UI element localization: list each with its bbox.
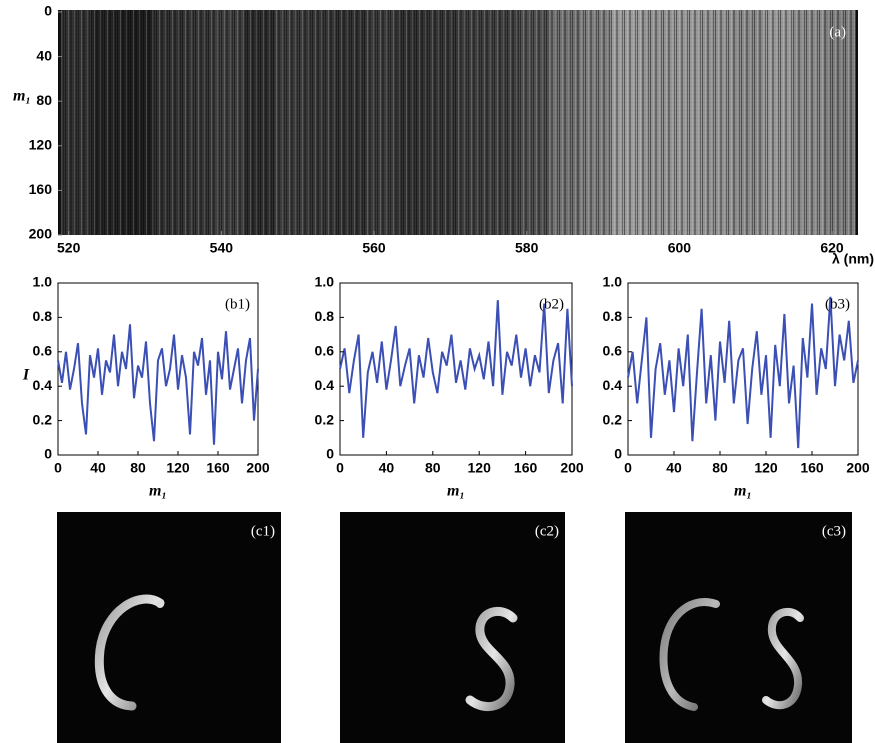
y-tick-label: 1.0	[603, 274, 623, 290]
x-axis-label: m₁	[734, 483, 752, 500]
y-tick-label: 0.4	[603, 377, 623, 393]
x-tick-label: 560	[362, 240, 386, 256]
y-tick-label: 1.0	[33, 274, 53, 290]
panel-label: (c1)	[251, 523, 275, 539]
x-tick-label: 120	[166, 460, 190, 476]
x-tick-label: 580	[515, 240, 539, 256]
y-tick-label: 0.8	[315, 308, 335, 324]
line	[627, 296, 859, 449]
x-tick-label: 120	[468, 460, 492, 476]
x-tick-label: 0	[336, 460, 344, 476]
panel-label: (c2)	[535, 523, 559, 539]
x-tick-label: 0	[54, 460, 62, 476]
y-tick-label: 200	[29, 226, 53, 242]
panel-label: (b3)	[825, 296, 850, 312]
panel-label: (c3)	[822, 523, 846, 539]
panel-label: (b1)	[225, 296, 250, 312]
y-tick-label: 0.6	[603, 343, 623, 359]
x-tick-label: 40	[666, 460, 682, 476]
reconstruction-image	[340, 512, 565, 743]
y-tick-label: 0.6	[315, 343, 335, 359]
x-tick-label: 620	[820, 240, 844, 256]
y-tick-label: 0.4	[315, 377, 335, 393]
y-tick-label: 0	[44, 446, 52, 462]
y-tick-label: 0.6	[33, 343, 53, 359]
y-tick-label: 0.8	[33, 308, 53, 324]
x-tick-label: 80	[425, 460, 441, 476]
x-axis-label: m₁	[447, 483, 465, 500]
x-tick-label: 40	[379, 460, 395, 476]
x-tick-label: 160	[514, 460, 538, 476]
texture	[58, 10, 858, 235]
panel-label: (b2)	[539, 296, 564, 312]
y-tick-label: 120	[29, 137, 53, 153]
y-tick-label: 1.0	[315, 274, 335, 290]
x-tick-label: 200	[560, 460, 584, 476]
y-axis-label: I	[22, 367, 30, 384]
x-tick-label: 120	[754, 460, 778, 476]
x-tick-label: 80	[130, 460, 146, 476]
y-tick-label: 0	[614, 446, 622, 462]
x-tick-label: 540	[210, 240, 234, 256]
x-tick-label: 520	[57, 240, 81, 256]
line	[339, 300, 573, 438]
x-tick-label: 0	[624, 460, 632, 476]
y-tick-label: 0.4	[33, 377, 53, 393]
line	[57, 324, 259, 445]
x-tick-label: 200	[846, 460, 870, 476]
y-tick-label: 0	[44, 3, 52, 19]
x-tick-label: 160	[206, 460, 230, 476]
y-tick-label: 0	[326, 446, 334, 462]
x-tick-label: 40	[90, 460, 106, 476]
reconstruction-image	[625, 512, 852, 743]
y-tick-label: 160	[29, 181, 53, 197]
y-tick-label: 40	[36, 47, 52, 63]
y-axis-label: m₁	[13, 88, 31, 105]
y-tick-label: 0.2	[603, 411, 623, 427]
x-tick-label: 200	[246, 460, 270, 476]
y-tick-label: 80	[36, 92, 52, 108]
y-tick-label: 0.8	[603, 308, 623, 324]
reconstruction-image	[57, 512, 281, 743]
x-tick-label: 160	[800, 460, 824, 476]
y-tick-label: 0.2	[315, 411, 335, 427]
panel-label: (a)	[829, 24, 846, 40]
x-tick-label: 600	[668, 240, 692, 256]
x-axis-label: λ (nm)	[832, 251, 874, 267]
x-axis-label: m₁	[149, 483, 167, 500]
x-tick-label: 80	[712, 460, 728, 476]
y-tick-label: 0.2	[33, 411, 53, 427]
